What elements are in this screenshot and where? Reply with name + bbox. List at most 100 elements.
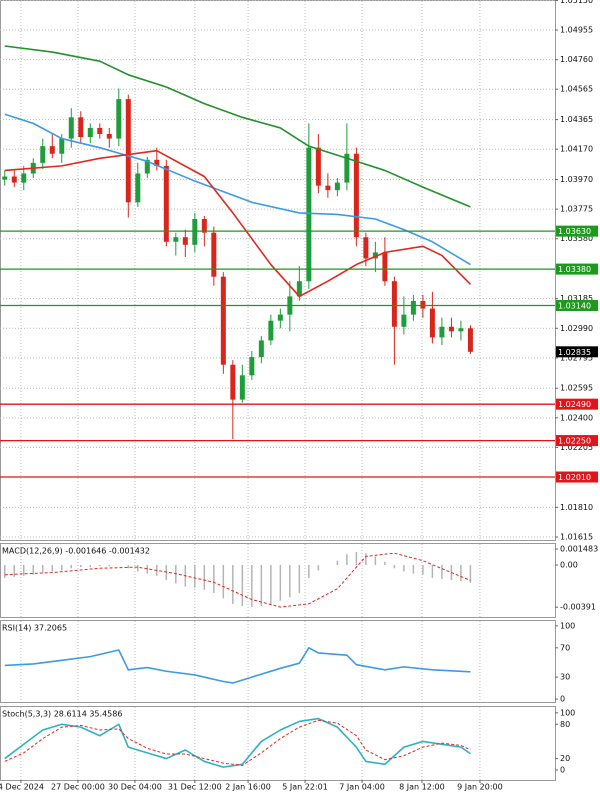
candle-body bbox=[344, 153, 350, 183]
candle-body bbox=[116, 99, 122, 139]
candle-body bbox=[306, 147, 312, 282]
x-tick-label: 27 Dec 00:00 bbox=[51, 783, 105, 792]
candle-body bbox=[163, 165, 169, 242]
candle-body bbox=[87, 127, 93, 138]
candle-body bbox=[249, 357, 255, 376]
candle-body bbox=[448, 326, 454, 332]
level-label-box bbox=[556, 471, 598, 483]
candle-body bbox=[21, 173, 27, 183]
level-label-box bbox=[556, 263, 598, 275]
panel-title: Stoch(5,3,3) 28.6114 35.4586 bbox=[2, 710, 122, 719]
y-tick-label: 70 bbox=[560, 643, 570, 652]
y-tick-label: 1.05150 bbox=[560, 0, 593, 5]
level-label: 1.02010 bbox=[558, 473, 591, 482]
candle-body bbox=[97, 127, 103, 135]
candle-body bbox=[154, 159, 160, 166]
oscillator-line bbox=[4, 647, 471, 684]
y-tick-label: 100 bbox=[560, 708, 575, 717]
moving-average bbox=[4, 113, 471, 266]
y-tick-label: 1.03185 bbox=[560, 294, 593, 303]
candle-body bbox=[173, 237, 179, 242]
candle-body bbox=[144, 159, 150, 174]
y-tick-label: 30 bbox=[560, 673, 570, 682]
x-tick-label: 2 Jan 16:00 bbox=[225, 783, 271, 792]
level-label: 1.02250 bbox=[558, 437, 591, 446]
candle-body bbox=[59, 138, 65, 154]
candle-body bbox=[353, 153, 359, 238]
y-tick-label: 1.01810 bbox=[560, 503, 593, 512]
candle-body bbox=[135, 173, 141, 203]
candle-body bbox=[363, 237, 369, 259]
y-tick-label: 1.02595 bbox=[560, 384, 593, 393]
y-tick-label: 0.00 bbox=[560, 561, 578, 570]
y-tick-label: 1.04955 bbox=[560, 26, 593, 35]
y-tick-label: 1.04170 bbox=[560, 145, 593, 154]
candle-body bbox=[429, 308, 435, 338]
level-label: 1.03140 bbox=[558, 302, 591, 311]
y-tick-label: 80 bbox=[560, 720, 570, 729]
y-tick-label: 1.02990 bbox=[560, 324, 593, 333]
last-price-box bbox=[556, 346, 598, 358]
candle-body bbox=[78, 117, 84, 138]
panel-frame bbox=[0, 620, 556, 703]
y-tick-label: 1.01615 bbox=[560, 532, 593, 541]
oscillator-line bbox=[4, 717, 471, 768]
y-tick-label: 0 bbox=[560, 695, 565, 704]
level-label: 1.03630 bbox=[558, 227, 591, 236]
candle-body bbox=[258, 340, 264, 358]
panel-frame bbox=[0, 0, 556, 541]
moving-average bbox=[4, 45, 471, 208]
candle-body bbox=[11, 176, 17, 183]
candle-body bbox=[439, 326, 445, 338]
y-tick-label: -0.00391 bbox=[560, 603, 596, 612]
y-tick-label: 1.04565 bbox=[560, 85, 593, 94]
y-tick-label: 1.02400 bbox=[560, 413, 593, 422]
candle-body bbox=[391, 281, 397, 327]
x-tick-label: 30 Dec 04:00 bbox=[108, 783, 162, 792]
y-tick-label: 100 bbox=[560, 621, 575, 630]
candle-body bbox=[239, 375, 245, 400]
candle-body bbox=[325, 185, 331, 191]
y-tick-label: 1.04365 bbox=[560, 115, 593, 124]
candle-body bbox=[334, 182, 340, 191]
y-tick-label: 1.04760 bbox=[560, 55, 593, 64]
candle-body bbox=[2, 176, 8, 180]
candle-body bbox=[420, 300, 426, 309]
candle-body bbox=[211, 232, 217, 277]
y-tick-label: 1.02795 bbox=[560, 353, 593, 362]
candle-body bbox=[220, 276, 226, 365]
x-tick-label: 5 Jan 22:01 bbox=[282, 783, 328, 792]
candle-body bbox=[458, 328, 464, 332]
x-tick-label: 31 Dec 12:00 bbox=[168, 783, 222, 792]
candle-body bbox=[410, 300, 416, 315]
x-tick-label: 4 Dec 2024 bbox=[0, 783, 44, 792]
y-tick-label: 1.03580 bbox=[560, 234, 593, 243]
level-label: 1.03380 bbox=[558, 265, 591, 274]
candle-body bbox=[192, 219, 198, 245]
moving-average bbox=[4, 149, 471, 298]
y-tick-label: 0 bbox=[560, 766, 565, 775]
candle-body bbox=[315, 147, 321, 186]
level-label-box bbox=[556, 300, 598, 312]
level-label: 1.02490 bbox=[558, 400, 591, 409]
level-label-box bbox=[556, 435, 598, 447]
candle-body bbox=[40, 146, 46, 163]
panel-title: RSI(14) 37.2065 bbox=[2, 624, 67, 633]
candle-body bbox=[230, 364, 236, 400]
panel-frame bbox=[0, 543, 556, 618]
candle-body bbox=[268, 320, 274, 341]
level-label-box bbox=[556, 398, 598, 410]
candle-body bbox=[201, 219, 207, 233]
candle-body bbox=[106, 134, 112, 139]
candle-body bbox=[182, 237, 188, 245]
last-price-label: 1.02835 bbox=[558, 348, 591, 357]
level-label-box bbox=[556, 225, 598, 237]
y-tick-label: 1.03970 bbox=[560, 175, 593, 184]
panel-title: MACD(12,26,9) -0.001646 -0.001432 bbox=[2, 547, 150, 556]
panel-frame bbox=[0, 706, 556, 781]
y-tick-label: 20 bbox=[560, 754, 570, 763]
candle-body bbox=[68, 117, 74, 139]
y-tick-label: 1.02205 bbox=[560, 443, 593, 452]
y-tick-label: 0.001483 bbox=[560, 545, 598, 554]
